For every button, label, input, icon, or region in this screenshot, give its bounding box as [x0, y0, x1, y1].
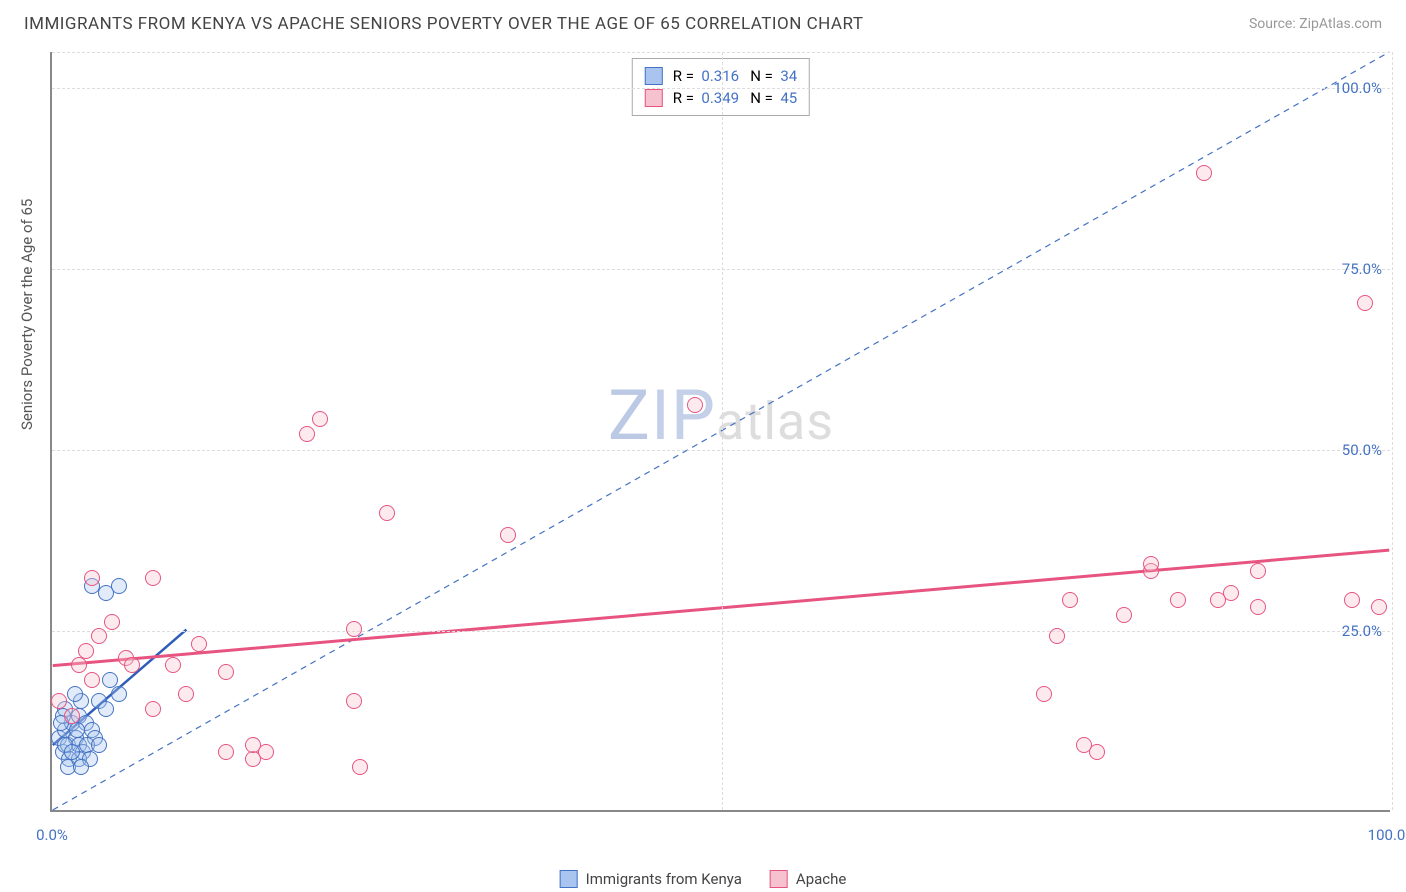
legend-swatch	[770, 870, 788, 888]
y-axis-label: Seniors Poverty Over the Age of 65	[18, 199, 36, 430]
chart-area: ZIPatlas R = 0.316 N = 34 R = 0.349 N = 4…	[50, 52, 1390, 812]
gridline-h	[52, 88, 1390, 89]
scatter-point	[1049, 628, 1065, 644]
scatter-point	[84, 570, 100, 586]
gridline-h	[52, 631, 1390, 632]
y-tick-label: 25.0%	[1342, 622, 1382, 640]
scatter-point	[1344, 592, 1360, 608]
scatter-point	[64, 744, 80, 760]
scatter-point	[687, 397, 703, 413]
x-tick-label: 0.0%	[36, 826, 68, 844]
scatter-point	[218, 664, 234, 680]
legend-stat-row: R = 0.349 N = 45	[645, 87, 797, 109]
scatter-point	[1062, 592, 1078, 608]
gridline-v	[1392, 52, 1393, 810]
scatter-point	[73, 759, 89, 775]
scatter-point	[91, 737, 107, 753]
scatter-point	[218, 744, 234, 760]
scatter-point	[51, 693, 67, 709]
scatter-point	[1170, 592, 1186, 608]
scatter-point	[67, 686, 83, 702]
gridline-h	[52, 52, 1390, 53]
legend-stats: R = 0.316 N = 34 R = 0.349 N = 45	[632, 58, 810, 116]
scatter-point	[299, 426, 315, 442]
plot-region: ZIPatlas R = 0.316 N = 34 R = 0.349 N = 4…	[50, 52, 1390, 812]
gridline-v	[722, 52, 723, 810]
scatter-point	[191, 636, 207, 652]
scatter-point	[1250, 599, 1266, 615]
scatter-point	[111, 686, 127, 702]
scatter-point	[312, 411, 328, 427]
scatter-point	[1036, 686, 1052, 702]
scatter-point	[145, 701, 161, 717]
scatter-point	[346, 621, 362, 637]
scatter-point	[111, 578, 127, 594]
scatter-point	[124, 657, 140, 673]
regression-lines	[52, 52, 1390, 810]
scatter-point	[379, 505, 395, 521]
trend-line	[53, 550, 1389, 666]
scatter-point	[64, 708, 80, 724]
scatter-point	[352, 759, 368, 775]
scatter-point	[145, 570, 161, 586]
scatter-point	[258, 744, 274, 760]
scatter-point	[1089, 744, 1105, 760]
source-label: Source: ZipAtlas.com	[1249, 16, 1382, 32]
scatter-point	[1196, 165, 1212, 181]
legend-swatch	[645, 89, 663, 107]
y-tick-label: 75.0%	[1342, 260, 1382, 278]
scatter-point	[84, 672, 100, 688]
scatter-point	[104, 614, 120, 630]
chart-title: IMMIGRANTS FROM KENYA VS APACHE SENIORS …	[24, 14, 863, 34]
legend-stat-text: R = 0.316 N = 34	[673, 67, 797, 85]
scatter-point	[91, 628, 107, 644]
legend-swatch	[645, 67, 663, 85]
watermark: ZIPatlas	[608, 375, 834, 457]
scatter-point	[71, 657, 87, 673]
scatter-point	[1116, 607, 1132, 623]
y-tick-label: 100.0%	[1333, 79, 1382, 97]
scatter-point	[98, 701, 114, 717]
scatter-point	[1223, 585, 1239, 601]
legend-stat-row: R = 0.316 N = 34	[645, 65, 797, 87]
scatter-point	[178, 686, 194, 702]
scatter-point	[500, 527, 516, 543]
gridline-h	[52, 269, 1390, 270]
scatter-point	[1357, 295, 1373, 311]
x-tick-label: 100.0%	[1368, 826, 1406, 844]
y-tick-label: 50.0%	[1342, 441, 1382, 459]
scatter-point	[102, 672, 118, 688]
scatter-point	[1250, 563, 1266, 579]
legend-series-item: Immigrants from Kenya	[560, 870, 742, 888]
legend-series-item: Apache	[770, 870, 846, 888]
legend-series: Immigrants from Kenya Apache	[560, 870, 847, 888]
trend-line	[53, 52, 1389, 810]
scatter-point	[69, 722, 85, 738]
gridline-h	[52, 450, 1390, 451]
scatter-point	[165, 657, 181, 673]
scatter-point	[1371, 599, 1387, 615]
legend-swatch	[560, 870, 578, 888]
legend-series-label: Immigrants from Kenya	[586, 870, 742, 888]
scatter-point	[1143, 556, 1159, 572]
scatter-point	[346, 693, 362, 709]
scatter-point	[78, 643, 94, 659]
legend-series-label: Apache	[796, 870, 846, 888]
legend-stat-text: R = 0.349 N = 45	[673, 89, 797, 107]
